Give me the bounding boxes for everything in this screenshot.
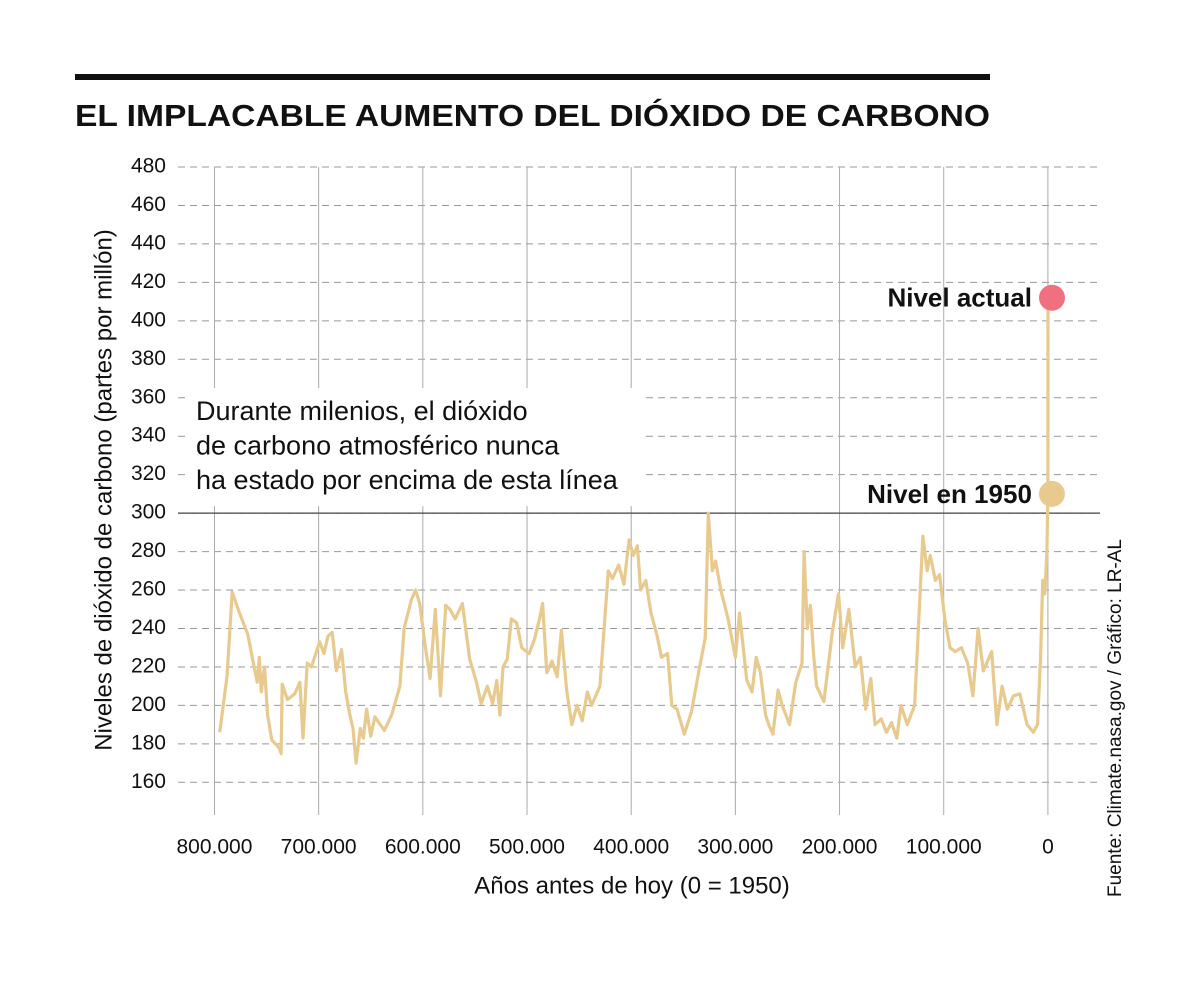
x-tick-label: 0 [1042,836,1054,859]
annotation: de carbono atmosférico nunca [196,431,560,461]
y-tick-label: 380 [131,347,166,370]
x-tick-label: 200.000 [802,836,878,859]
y-tick-label: 200 [131,693,166,716]
marker [1038,284,1065,311]
y-tick-label: 440 [131,231,166,254]
x-tick-label: 800.000 [177,836,253,859]
y-tick-label: 340 [131,424,166,447]
marker-label: Nivel en 1950 [867,479,1032,509]
marker [1038,480,1065,507]
annotation: Durante milenios, el dióxido [196,396,528,426]
x-tick-label: 700.000 [281,836,357,859]
y-tick-label: 160 [131,770,166,793]
x-tick-label: 500.000 [489,836,565,859]
source: Fuente: Climate.nasa.gov / Gráfico: LR-A… [1105,539,1126,897]
chart-title: EL IMPLACABLE AUMENTO DEL DIÓXIDO DE CAR… [75,97,990,133]
x-tick-label: 400.000 [593,836,669,859]
x-tick-label: 600.000 [385,836,461,859]
y-tick-label: 260 [131,578,166,601]
y-tick-label: 240 [131,616,166,639]
y-tick-label: 400 [131,308,166,331]
y-tick-label: 420 [131,270,166,293]
y-axis-label: Niveles de dióxido de carbono (partes po… [90,229,117,751]
y-tick-label: 220 [131,654,166,677]
marker-label: Nivel actual [887,283,1032,313]
y-tick-label: 360 [131,385,166,408]
annotation-background [190,388,645,507]
y-tick-label: 480 [131,155,166,178]
y-tick-label: 320 [131,462,166,485]
y-tick-label: 460 [131,193,166,216]
annotation: ha estado por encima de esta línea [196,465,619,495]
data-line [218,297,1050,765]
x-axis-label: Años antes de hoy (0 = 1950) [474,872,790,899]
y-tick-label: 280 [131,539,166,562]
title-rule [75,74,990,80]
x-tick-label: 300.000 [697,836,773,859]
x-tick-label: 100.000 [906,836,982,859]
y-tick-label: 300 [131,501,166,524]
y-tick-label: 180 [131,731,166,754]
